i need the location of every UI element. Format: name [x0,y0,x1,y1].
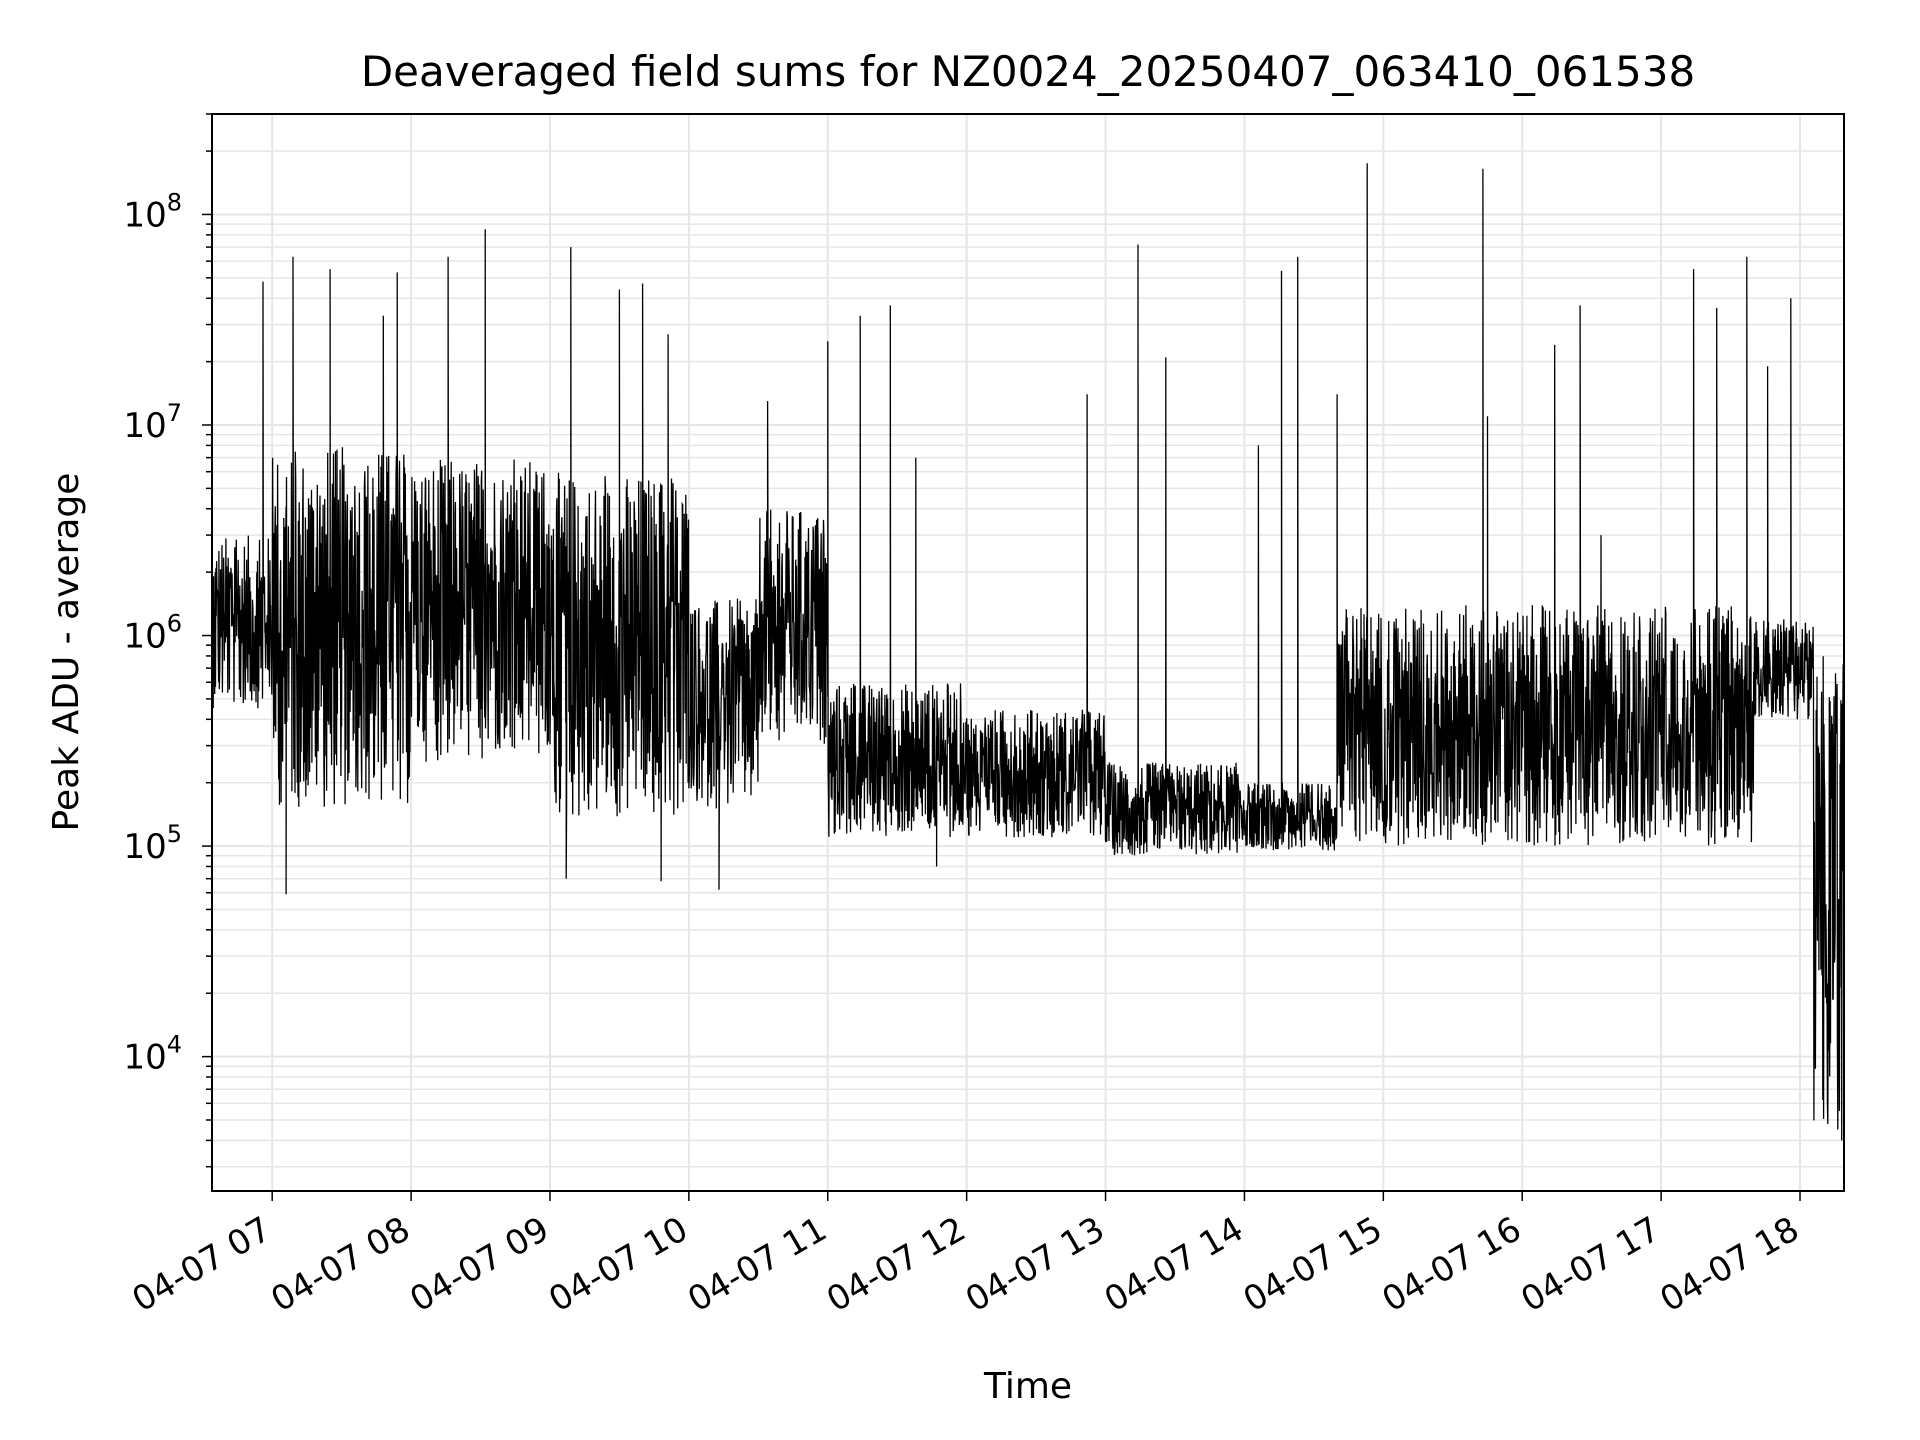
chart-title: Deaveraged field sums for NZ0024_2025040… [361,47,1695,96]
y-tick-label: 104 [123,1031,182,1078]
y-tick-label: 106 [123,610,182,657]
y-tick-label: 107 [123,399,182,446]
x-tick-label: 04-07 08 [265,1209,417,1320]
x-tick-label: 04-07 09 [403,1209,555,1320]
x-tick-label: 04-07 12 [820,1209,972,1320]
x-tick-label: 04-07 13 [959,1209,1111,1320]
x-tick-label: 04-07 14 [1098,1209,1250,1320]
x-tick-label: 04-07 07 [126,1209,278,1320]
y-axis-label: Peak ADU - average [46,473,87,832]
y-tick-label: 105 [123,820,182,867]
grid [212,113,1844,1191]
x-tick-label: 04-07 16 [1376,1209,1528,1320]
y-tick-label: 108 [123,188,182,235]
series-line [211,163,1845,1141]
x-tick-label: 04-07 11 [681,1209,833,1320]
x-tick-label: 04-07 10 [542,1209,694,1320]
x-tick-label: 04-07 15 [1237,1209,1389,1320]
x-axis-label: Time [983,1366,1072,1407]
x-tick-label: 04-07 17 [1515,1209,1667,1320]
x-tick-label: 04-07 18 [1653,1209,1805,1320]
plot-frame [211,113,1845,1192]
series-path [211,163,1845,1141]
